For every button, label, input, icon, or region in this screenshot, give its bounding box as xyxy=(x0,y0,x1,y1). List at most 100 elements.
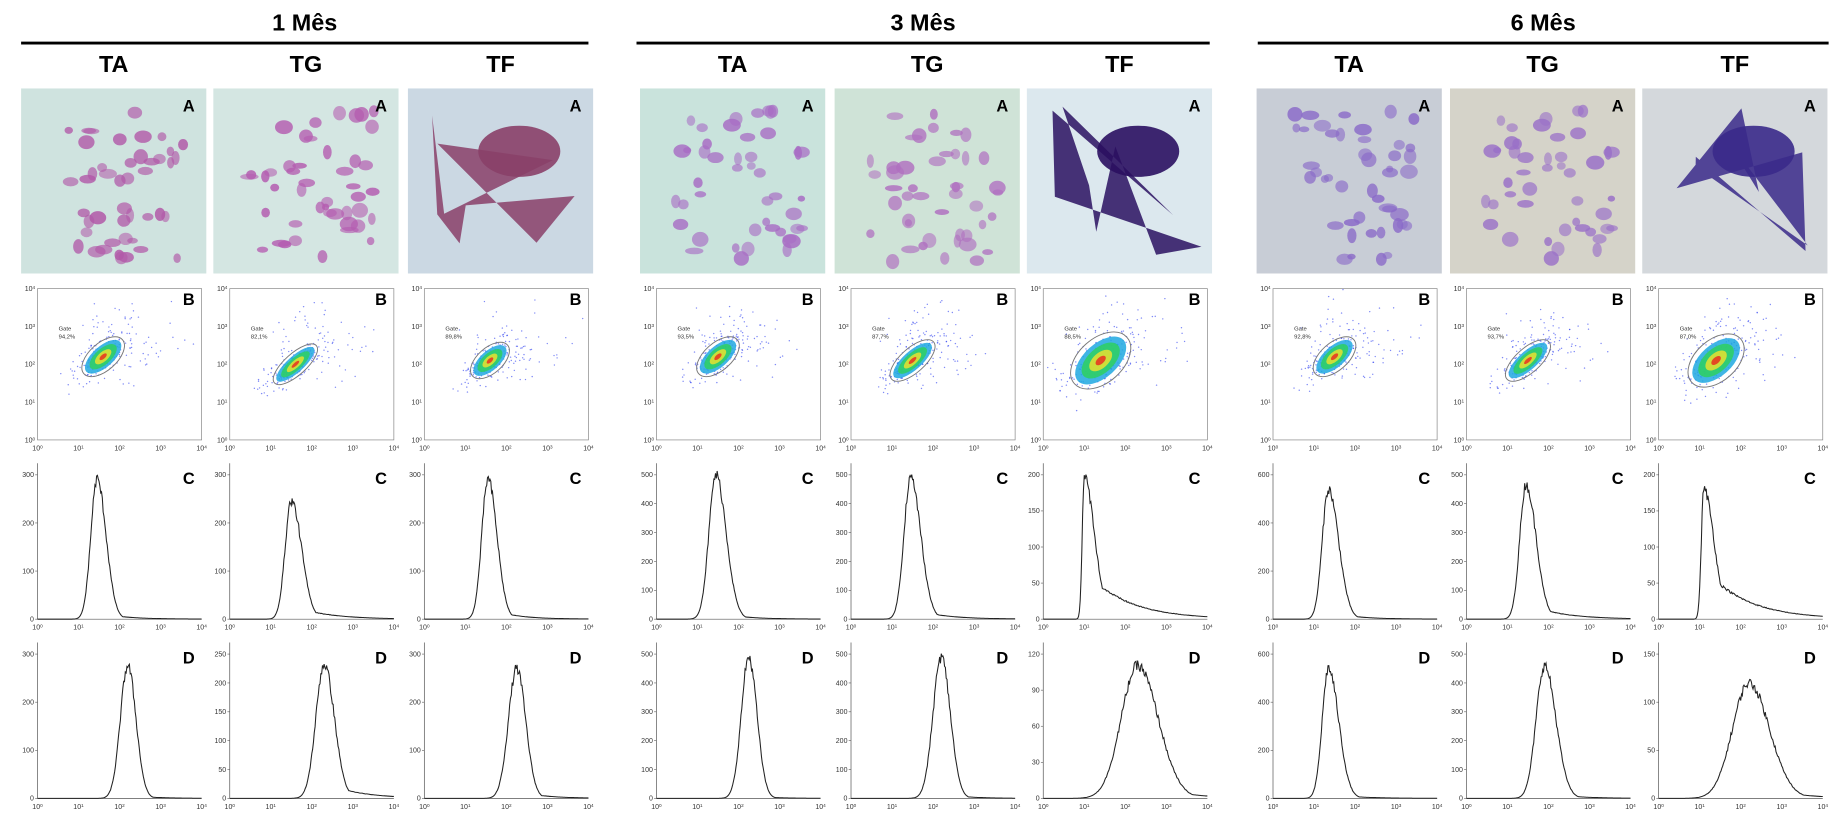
y-tick-label: 0 xyxy=(1266,796,1270,803)
tick-base: 10 xyxy=(1079,625,1087,632)
tick-base: 10 xyxy=(1502,445,1510,452)
log-tick-label: 102 xyxy=(1543,444,1554,452)
tick-exponent: 4 xyxy=(1018,623,1021,628)
log-tick-label: 101 xyxy=(73,444,84,452)
event-dot xyxy=(953,333,954,334)
tick-base: 10 xyxy=(1777,625,1785,632)
event-dot xyxy=(1079,343,1080,344)
cell xyxy=(887,112,904,120)
event-dot xyxy=(699,383,700,384)
log-tick-label: 101 xyxy=(460,623,471,631)
event-dot xyxy=(177,348,178,349)
event-dot xyxy=(277,382,278,383)
event-dot xyxy=(290,378,291,379)
event-dot xyxy=(508,367,509,368)
event-dot xyxy=(1725,397,1726,398)
event-dot xyxy=(759,348,760,349)
tick-base: 10 xyxy=(1202,804,1210,811)
event-dot xyxy=(82,325,83,326)
tick-exponent: 1 xyxy=(895,444,898,449)
log-tick-label: 102 xyxy=(1735,444,1746,452)
event-dot xyxy=(1363,376,1364,377)
cell xyxy=(1505,191,1517,197)
event-dot xyxy=(957,346,958,347)
cell xyxy=(962,151,970,166)
event-dot xyxy=(322,326,323,327)
event-dot xyxy=(741,349,742,350)
event-dot xyxy=(897,382,898,383)
tick-exponent: 4 xyxy=(1825,444,1828,449)
cell xyxy=(794,146,802,160)
event-dot xyxy=(1765,330,1766,331)
event-dot xyxy=(466,379,467,380)
cell xyxy=(1570,127,1586,139)
log-tick-label: 101 xyxy=(1079,444,1090,452)
event-dot xyxy=(319,333,320,334)
cell xyxy=(901,246,919,254)
cell xyxy=(322,204,329,211)
event-dot xyxy=(79,355,80,356)
tick-base: 10 xyxy=(412,286,420,293)
tick-base: 10 xyxy=(846,445,854,452)
tick-exponent: 2 xyxy=(936,444,939,449)
event-dot xyxy=(155,343,156,344)
event-dot xyxy=(914,310,915,311)
event-dot xyxy=(258,381,259,382)
event-dot xyxy=(132,326,133,327)
log-tick-label: 104 xyxy=(412,284,423,292)
log-tick-label: 103 xyxy=(1584,444,1595,452)
tick-base: 10 xyxy=(774,445,782,452)
event-dot xyxy=(1393,307,1394,308)
event-dot xyxy=(108,326,109,327)
event-dot xyxy=(1331,372,1332,373)
event-dot xyxy=(1353,329,1354,330)
tick-base: 10 xyxy=(1030,362,1038,369)
log-tick-label: 102 xyxy=(307,444,318,452)
tick-exponent: 3 xyxy=(163,444,166,449)
event-dot xyxy=(1138,347,1139,348)
event-dot xyxy=(1368,342,1369,343)
event-dot xyxy=(752,311,753,312)
event-dot xyxy=(952,312,953,313)
tick-base: 10 xyxy=(1461,804,1469,811)
tick-base: 10 xyxy=(692,625,700,632)
event-dot xyxy=(1703,338,1704,339)
event-dot xyxy=(1683,359,1684,360)
event-dot xyxy=(514,370,515,371)
log-tick-label: 104 xyxy=(583,802,594,810)
cell xyxy=(1595,208,1611,221)
tick-exponent: 4 xyxy=(1018,802,1021,807)
event-dot xyxy=(320,332,321,333)
event-dot xyxy=(1587,323,1588,324)
event-dot xyxy=(1705,344,1706,345)
event-dot xyxy=(1099,319,1100,320)
tick-base: 10 xyxy=(419,445,427,452)
event-dot xyxy=(885,378,886,379)
cell xyxy=(1377,227,1386,239)
tick-exponent: 1 xyxy=(81,802,84,807)
log-tick-label: 103 xyxy=(542,802,553,810)
event-dot xyxy=(1759,358,1760,359)
event-dot xyxy=(916,376,917,377)
event-dot xyxy=(1719,308,1720,309)
tick-exponent: 4 xyxy=(1440,444,1443,449)
y-tick-label: 90 xyxy=(1032,688,1040,695)
log-tick-label: 103 xyxy=(1777,623,1788,631)
log-tick-label: 104 xyxy=(1010,444,1021,452)
cell xyxy=(1390,208,1409,221)
log-tick-label: 104 xyxy=(1625,802,1636,810)
log-tick-label: 104 xyxy=(1202,623,1213,631)
event-dot xyxy=(318,346,319,347)
cell xyxy=(1544,237,1552,246)
event-dot xyxy=(985,353,986,354)
event-dot xyxy=(291,350,292,351)
tick-base: 10 xyxy=(644,362,652,369)
log-tick-label: 101 xyxy=(644,398,655,406)
event-dot xyxy=(723,324,724,325)
event-dot xyxy=(498,343,499,344)
event-dot xyxy=(1548,343,1549,344)
event-dot xyxy=(534,312,535,313)
event-dot xyxy=(742,332,743,333)
tick-base: 10 xyxy=(155,445,163,452)
